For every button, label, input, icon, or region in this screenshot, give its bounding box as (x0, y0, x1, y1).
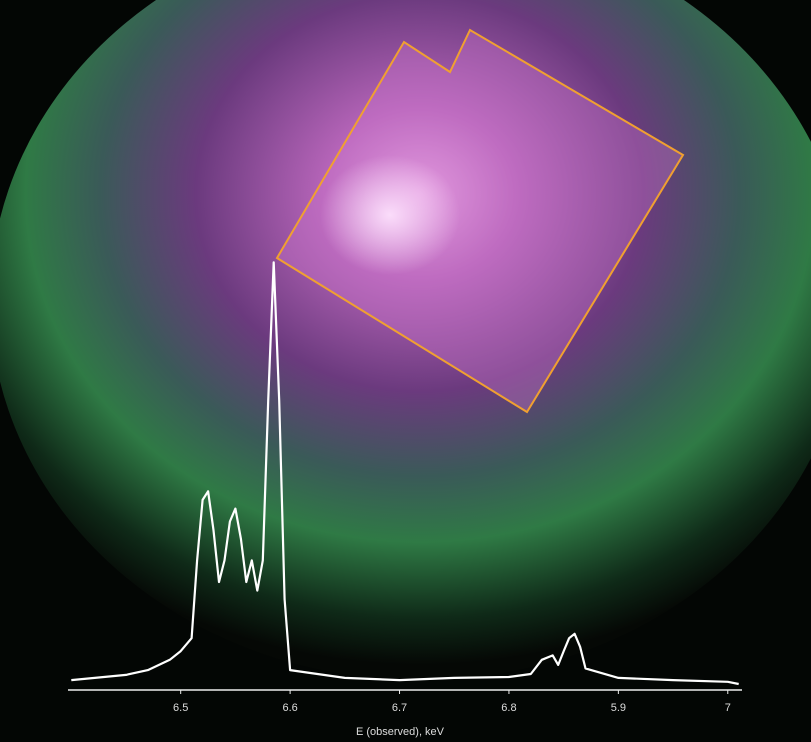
core-glow (320, 155, 460, 275)
x-tick-label: 6.6 (282, 702, 297, 714)
x-tick-label: 5.9 (611, 702, 626, 714)
x-tick-label: 6.5 (173, 702, 188, 714)
x-tick-label: 6.8 (501, 702, 516, 714)
x-axis-label: E (observed), keV (356, 726, 445, 738)
x-tick-label: 6.7 (392, 702, 407, 714)
field-outline (275, 28, 685, 414)
x-tick-label: 7 (725, 702, 731, 714)
spectrum-line (71, 261, 739, 686)
